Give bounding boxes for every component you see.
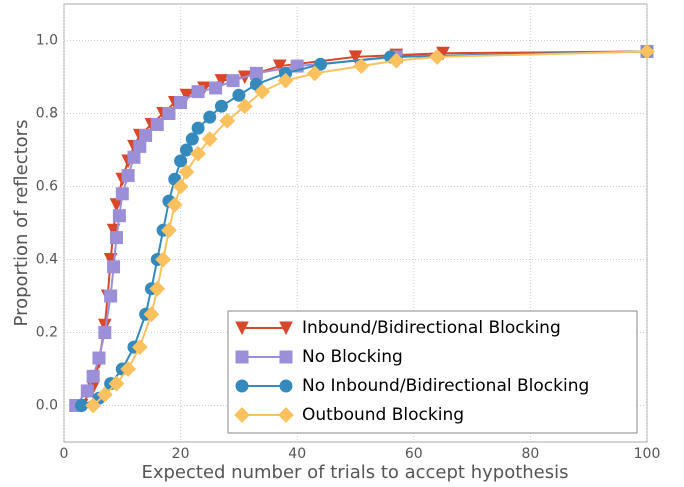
y-tick-label: 0.8 <box>36 106 58 122</box>
legend-marker <box>235 379 249 393</box>
marker <box>306 65 323 82</box>
x-axis-label: Expected number of trials to accept hypo… <box>141 462 568 483</box>
marker <box>150 117 164 131</box>
marker <box>166 196 183 213</box>
marker <box>179 88 194 103</box>
legend-label: Inbound/Bidirectional Blocking <box>302 318 561 338</box>
legend-marker <box>279 379 293 393</box>
legend-label: No Inbound/Bidirectional Blocking <box>302 376 589 396</box>
x-tick-label: 0 <box>60 446 69 462</box>
marker <box>143 306 160 323</box>
marker <box>80 384 94 398</box>
marker <box>232 88 246 102</box>
marker <box>190 145 206 162</box>
marker <box>131 339 148 356</box>
marker <box>348 50 363 65</box>
marker <box>92 351 106 365</box>
x-tick-label: 80 <box>521 446 539 462</box>
x-tick-label: 20 <box>172 446 190 462</box>
marker <box>172 178 189 195</box>
marker <box>162 107 176 120</box>
marker <box>112 209 126 223</box>
marker <box>191 121 205 135</box>
marker <box>174 154 188 168</box>
x-tick-label: 60 <box>405 446 423 462</box>
marker <box>429 49 446 65</box>
marker <box>201 131 218 147</box>
marker <box>214 74 229 88</box>
marker <box>133 139 147 153</box>
marker <box>121 169 135 183</box>
y-tick-label: 0.0 <box>36 398 58 414</box>
marker <box>185 132 199 146</box>
marker <box>155 251 172 268</box>
marker <box>120 361 137 377</box>
marker <box>107 260 121 274</box>
legend-marker <box>235 321 249 336</box>
marker <box>149 280 166 297</box>
marker <box>219 112 236 129</box>
marker <box>388 52 405 69</box>
marker <box>272 59 287 74</box>
marker <box>277 72 294 89</box>
marker <box>104 289 118 303</box>
y-axis-label: Proportion of reflectors <box>11 120 32 327</box>
marker <box>226 74 240 88</box>
marker <box>236 98 253 115</box>
marker <box>179 143 193 157</box>
marker <box>214 99 228 113</box>
marker <box>115 187 129 201</box>
legend-marker <box>279 321 293 336</box>
y-tick-label: 0.2 <box>36 325 58 341</box>
marker <box>98 318 112 333</box>
marker <box>109 231 123 245</box>
y-tick-label: 1.0 <box>36 33 58 49</box>
marker <box>127 150 141 164</box>
legend-marker <box>234 407 250 423</box>
marker <box>639 43 655 60</box>
marker <box>209 81 223 95</box>
legend-marker <box>235 350 249 364</box>
marker <box>353 58 370 74</box>
marker <box>161 222 177 239</box>
legend-box <box>227 310 638 434</box>
y-tick-label: 0.6 <box>36 179 58 195</box>
marker <box>174 96 188 110</box>
marker <box>139 128 153 142</box>
y-tick-label: 0.4 <box>36 252 58 268</box>
marker <box>96 386 113 403</box>
marker <box>108 375 125 392</box>
legend-label: Outbound Blocking <box>302 405 464 425</box>
legend-marker <box>278 407 294 423</box>
marker <box>249 66 263 80</box>
marker <box>203 110 217 124</box>
marker <box>178 163 195 180</box>
marker <box>254 83 271 100</box>
legend-marker <box>279 350 293 364</box>
marker <box>314 57 328 71</box>
legend-label: No Blocking <box>302 347 403 367</box>
x-tick-label: 40 <box>288 446 306 462</box>
marker <box>191 85 205 99</box>
x-tick-label: 100 <box>634 446 661 462</box>
marker <box>86 369 100 383</box>
marker <box>85 397 102 414</box>
marker <box>98 326 112 339</box>
